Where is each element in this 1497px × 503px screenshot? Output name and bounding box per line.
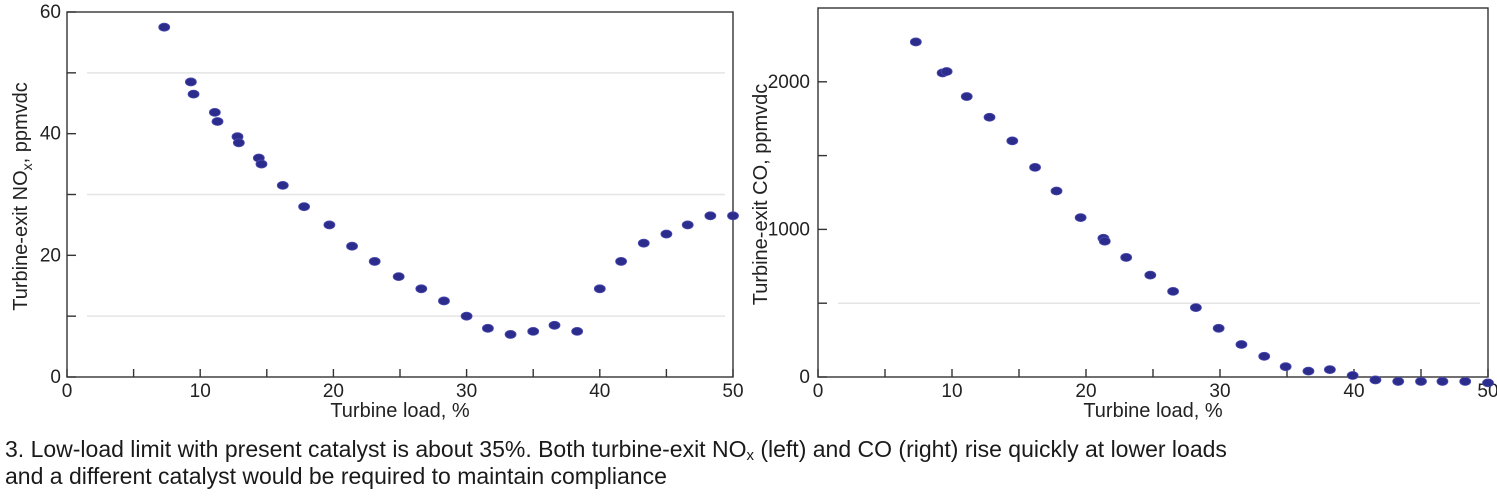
data-point: [660, 229, 673, 239]
data-point: [184, 77, 197, 87]
x-tick-label: 20: [323, 381, 344, 402]
data-point: [637, 238, 650, 248]
data-point: [1482, 378, 1494, 388]
y-tick-label: 0: [799, 367, 810, 388]
data-point: [548, 320, 561, 330]
data-point: [1006, 136, 1019, 146]
data-point: [1323, 365, 1336, 375]
data-point: [460, 311, 473, 321]
x-tick-label: 30: [456, 381, 477, 402]
data-point: [392, 272, 405, 282]
x-tick-label: 0: [813, 381, 824, 402]
y-tick-label: 2000: [768, 72, 810, 93]
figure-canvas: 0 10 20 30 40 50 0 20 40 60 Turbine load, % Turbine…: [10, 2, 1497, 422]
data-point: [158, 22, 171, 32]
y-axis-label-tail: , ppmvdc: [10, 82, 32, 163]
caption-line-2: and a different catalyst would be requir…: [5, 463, 667, 489]
data-point: [1346, 371, 1359, 380]
data-point: [438, 296, 450, 306]
caption-text-a: Low-load limit with present catalyst is …: [30, 436, 747, 462]
caption-line-1: 3. Low-load limit with present catalyst …: [5, 436, 1495, 463]
data-point: [346, 241, 358, 251]
data-point: [681, 220, 694, 230]
x-tick-label: 20: [1075, 381, 1096, 402]
data-point: [1120, 253, 1133, 262]
data-point: [255, 159, 268, 169]
caption-number: 3.: [5, 436, 25, 462]
caption-subscript: x: [746, 447, 754, 464]
figure-caption: 3. Low-load limit with present catalyst …: [5, 436, 1495, 490]
data-point: [571, 326, 584, 336]
data-point: [211, 117, 224, 126]
data-point: [1189, 303, 1202, 313]
x-tick-label: 50: [1477, 381, 1497, 402]
data-point: [276, 180, 289, 190]
data-point: [504, 330, 517, 339]
x-tick-label: 30: [1209, 381, 1230, 402]
data-point: [983, 112, 996, 122]
data-point: [482, 323, 494, 333]
data-point: [187, 89, 200, 99]
x-axis-label: Turbine load, %: [1083, 400, 1223, 422]
data-point: [1436, 377, 1449, 386]
y-axis-label-main: Turbine-exit NO: [10, 170, 32, 310]
x-tick-label: 10: [190, 381, 211, 402]
y-axis-label: Turbine-exit CO, ppmvdc: [750, 84, 772, 306]
data-point: [1235, 340, 1248, 349]
data-point: [527, 326, 540, 336]
y-tick-label: 0: [50, 367, 61, 388]
data-point: [1258, 351, 1271, 361]
data-point: [323, 220, 336, 230]
data-point: [615, 257, 628, 266]
data-point: [1459, 377, 1472, 386]
data-point: [909, 37, 922, 47]
y-tick-label: 20: [40, 245, 61, 266]
data-point: [298, 202, 310, 212]
data-point: [1167, 286, 1179, 296]
data-point: [960, 92, 973, 101]
y-tick-label: 60: [40, 2, 61, 23]
y-tick-label: 1000: [768, 219, 810, 240]
data-point: [415, 284, 428, 294]
x-tick-label: 40: [589, 381, 610, 402]
y-axis-label: Turbine-exit NOx, ppmvdc: [10, 82, 35, 311]
x-tick-label: 10: [941, 381, 962, 402]
nox-chart: 0 10 20 30 40 50 0 20 40 60 Turbine load, % Turbine…: [10, 2, 744, 422]
data-point: [232, 138, 245, 148]
data-point: [940, 67, 953, 76]
x-tick-label: 0: [62, 381, 73, 402]
data-point: [727, 211, 739, 221]
data-point: [208, 107, 221, 117]
data-point: [1098, 236, 1111, 246]
x-axis-label: Turbine load, %: [330, 400, 470, 422]
x-tick-label: 40: [1343, 381, 1364, 402]
data-point: [1029, 163, 1041, 172]
co-chart: 0 10 20 30 40 50 0 1000 2000 Turbine load, % Turbi…: [750, 7, 1497, 422]
caption-text-b: (left) and CO (right) rise quickly at lo…: [753, 436, 1227, 462]
data-point: [1279, 362, 1292, 372]
data-point: [593, 284, 606, 294]
data-point: [1144, 270, 1157, 280]
y-axis-label-subscript: x: [19, 163, 35, 170]
y-tick-label: 40: [40, 124, 61, 145]
data-point: [1212, 323, 1225, 333]
data-point: [1050, 186, 1063, 196]
x-tick-label: 50: [722, 381, 743, 402]
data-point: [368, 257, 381, 266]
data-point: [704, 211, 717, 221]
data-point: [1074, 213, 1087, 222]
data-point: [1302, 366, 1315, 376]
data-point: [1415, 377, 1427, 386]
data-point: [1392, 377, 1405, 386]
data-point: [1369, 375, 1382, 385]
plot-frame: [817, 7, 1489, 378]
